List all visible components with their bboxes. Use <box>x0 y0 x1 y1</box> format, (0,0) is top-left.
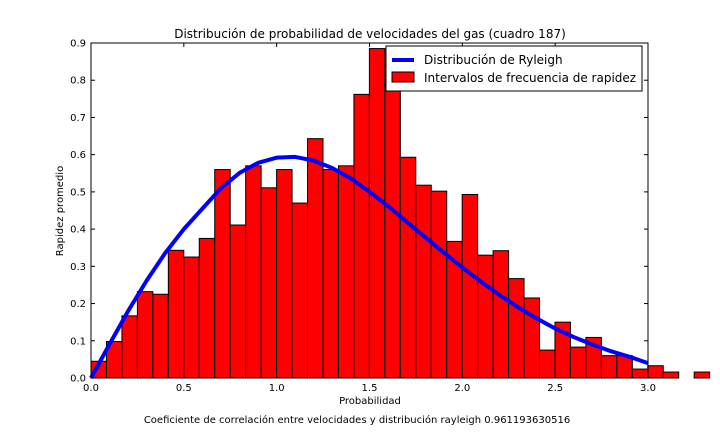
x-tick-label: 0.5 <box>176 383 192 394</box>
y-tick-label: 0.2 <box>70 299 86 310</box>
y-axis-label: Rapidez promedio <box>55 166 66 256</box>
histogram-bar <box>569 346 587 379</box>
rayleigh-distribution-line <box>89 154 649 379</box>
legend-box <box>385 45 643 92</box>
histogram-bar <box>368 48 386 379</box>
y-tick-label: 0.6 <box>70 150 86 161</box>
histogram-bar <box>337 165 355 379</box>
y-tick-label: 0.4 <box>70 225 86 236</box>
histogram-bar <box>508 278 525 379</box>
legend-bar-label: Intervalos de frecuencia de rapidez <box>424 71 636 85</box>
x-tick-label: 1.0 <box>269 383 285 394</box>
histogram-bar <box>461 193 479 379</box>
y-tick-label: 0.3 <box>70 262 86 273</box>
histogram-bar <box>384 78 401 379</box>
rayleigh-line-layer <box>89 154 649 379</box>
x-tick-label: 2.5 <box>547 383 563 394</box>
histogram-bar <box>198 237 216 379</box>
x-tick-label: 2.0 <box>454 383 470 394</box>
histogram-bar <box>167 249 185 379</box>
y-tick-label: 0.8 <box>70 76 86 87</box>
y-tick-label: 0.1 <box>70 336 86 347</box>
correlation-footer: Coeficiente de correlación entre velocid… <box>144 414 570 426</box>
histogram-bar <box>662 371 680 379</box>
legend: Distribución de Ryleigh Intervalos de fr… <box>385 45 643 92</box>
y-tick-label: 0.7 <box>70 113 86 124</box>
histogram-bar <box>260 187 278 379</box>
histogram-bar <box>631 368 649 379</box>
y-tick-label: 0.9 <box>70 39 86 50</box>
x-axis-label: Probabilidad <box>339 396 401 407</box>
x-tick-label: 3.0 <box>640 383 656 394</box>
histogram-bar <box>539 349 556 379</box>
y-tick-label: 0.5 <box>70 187 86 198</box>
histogram-bar <box>307 138 324 379</box>
histogram-bar <box>415 184 432 379</box>
histogram-bars <box>90 48 711 379</box>
histogram-bar <box>291 202 309 379</box>
histogram-bar <box>693 371 711 379</box>
histogram-bar <box>399 156 417 379</box>
histogram-bar <box>183 256 200 379</box>
histogram-bar <box>136 291 154 379</box>
histogram-bar <box>430 190 448 379</box>
chart-title: Distribución de probabilidad de velocida… <box>174 27 566 41</box>
histogram-bar <box>600 355 618 379</box>
histogram-bar <box>121 315 138 379</box>
histogram-bar <box>152 293 169 379</box>
histogram-bar <box>647 365 664 379</box>
histogram-bar <box>245 165 262 379</box>
y-axis-ticks: 0.0 0.1 0.2 0.3 0.4 0.5 0.6 0.7 0.8 0.9 <box>70 39 648 385</box>
histogram-bar <box>353 93 370 379</box>
y-tick-label: 0.0 <box>70 374 86 385</box>
histogram-bar <box>276 169 293 379</box>
histogram-bar <box>477 254 494 379</box>
x-axis-ticks: 0.0 0.5 1.0 1.5 2.0 2.5 3.0 <box>83 43 656 394</box>
legend-line-label: Distribución de Ryleigh <box>424 53 563 67</box>
x-tick-label: 0.0 <box>83 383 99 394</box>
x-tick-label: 1.5 <box>362 383 378 394</box>
histogram-bar <box>492 250 510 379</box>
histogram-bar <box>214 169 231 379</box>
legend-bar-swatch <box>391 71 415 83</box>
histogram-bar <box>322 169 339 379</box>
histogram-bar <box>229 224 247 379</box>
